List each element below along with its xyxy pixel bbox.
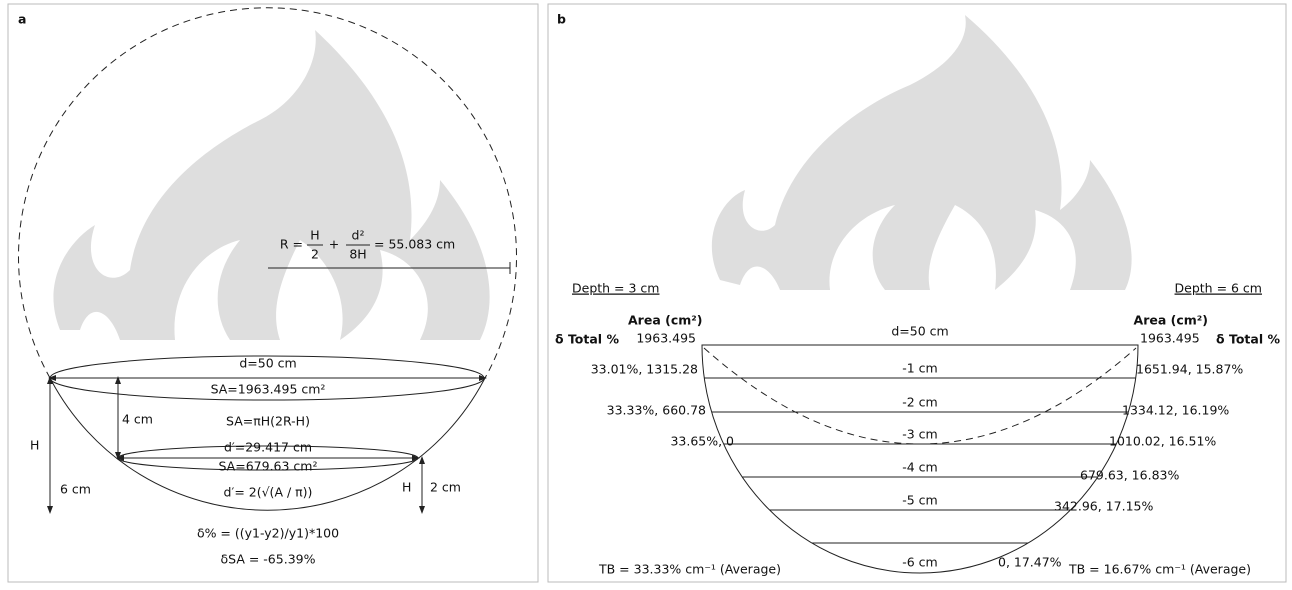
right-value: 1010.02, 16.51% xyxy=(1109,434,1216,449)
label: δSA = -65.39% xyxy=(221,552,316,567)
formula-part: R = xyxy=(280,237,303,252)
area-value: 1963.495 xyxy=(1140,331,1200,346)
column-header: δ Total % xyxy=(555,332,619,347)
label: d′= 2(√(A / π)) xyxy=(224,485,313,500)
label: δ% = ((y1-y2)/y1)*100 xyxy=(197,526,339,541)
formula-part: 2 xyxy=(311,247,319,262)
flame-watermark xyxy=(711,15,1132,290)
formula-part: 8H xyxy=(349,247,366,262)
left-value: 33.01%, 1315.28 xyxy=(591,362,698,377)
label: SA=679.63 cm² xyxy=(219,459,318,474)
depth-header: Depth = 3 cm xyxy=(572,281,659,296)
depth-label: -5 cm xyxy=(902,493,938,508)
label: 4 cm xyxy=(122,412,153,427)
bowl xyxy=(49,377,486,511)
formula-part: = 55.083 cm xyxy=(374,237,455,252)
depth-label: -1 cm xyxy=(902,361,938,376)
right-value: 342.96, 17.15% xyxy=(1054,499,1153,514)
panel-label: b xyxy=(557,12,566,27)
right-value: 1651.94, 15.87% xyxy=(1136,362,1243,377)
formula-part: + xyxy=(329,237,339,252)
depth-label: -6 cm xyxy=(902,555,938,570)
panel-label: a xyxy=(18,12,26,27)
bowl xyxy=(701,344,1139,574)
right-value: 1334.12, 16.19% xyxy=(1122,403,1229,418)
label: 6 cm xyxy=(60,482,91,497)
footer: TB = 33.33% cm⁻¹ (Average) xyxy=(598,562,781,577)
depth-label: -4 cm xyxy=(902,460,938,475)
flame-watermark xyxy=(53,30,490,340)
depth-label: -2 cm xyxy=(902,395,938,410)
label: H xyxy=(30,438,39,453)
label: H xyxy=(402,480,411,495)
label: 2 cm xyxy=(430,480,461,495)
column-header: Area (cm²) xyxy=(628,313,702,328)
sphere-outline xyxy=(18,7,517,379)
left-value: 33.65%, 0 xyxy=(670,434,734,449)
label: SA=1963.495 cm² xyxy=(211,382,326,397)
right-value: 0, 17.47% xyxy=(998,555,1062,570)
label: d=50 cm xyxy=(239,356,296,371)
area-value: 1963.495 xyxy=(636,331,696,346)
column-header: Area (cm²) xyxy=(1134,313,1208,328)
right-value: 679.63, 16.83% xyxy=(1080,468,1179,483)
formula-part: d² xyxy=(352,228,365,243)
left-value: 33.33%, 660.78 xyxy=(607,403,706,418)
label: SA=πH(2R-H) xyxy=(226,414,310,429)
formula-part: H xyxy=(310,228,319,243)
footer: TB = 16.67% cm⁻¹ (Average) xyxy=(1068,562,1251,577)
diameter-label: d=50 cm xyxy=(891,324,948,339)
column-header: δ Total % xyxy=(1216,332,1280,347)
depth-label: -3 cm xyxy=(902,427,938,442)
depth-header: Depth = 6 cm xyxy=(1175,281,1262,296)
label: d′=29.417 cm xyxy=(224,440,312,455)
